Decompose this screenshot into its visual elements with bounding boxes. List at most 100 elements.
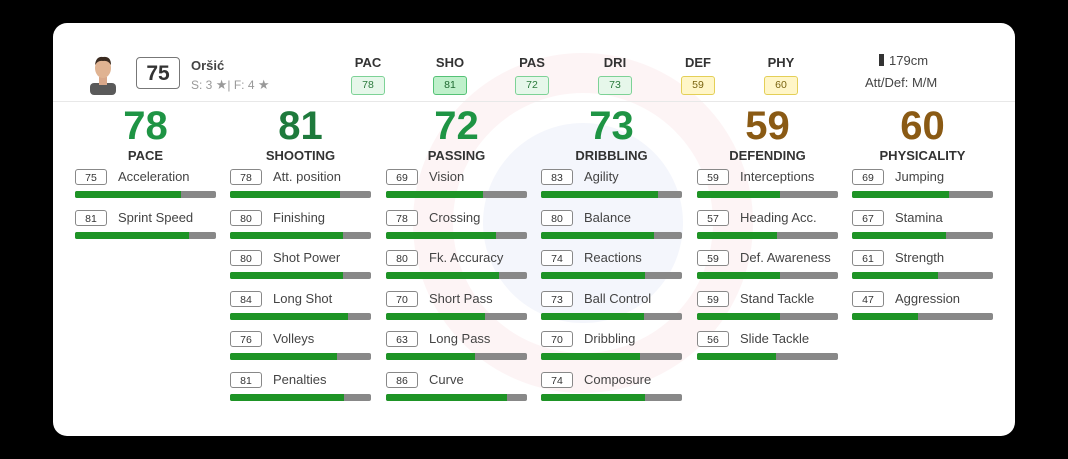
attribute-bar <box>852 272 993 279</box>
attribute-bar <box>386 312 527 320</box>
attribute-value: 80 <box>541 209 573 226</box>
attribute-bar <box>541 191 682 198</box>
attribute-bar-fill <box>75 231 190 239</box>
attribute-name: Stamina <box>895 209 943 225</box>
attribute-list: 69 Jumping 67 Stamina 61 Strength 47 Aggression <box>852 169 993 331</box>
attribute-value: 67 <box>852 209 884 226</box>
attribute-bar-fill <box>697 312 781 320</box>
overall-rating: 75 <box>136 57 180 89</box>
header-stat-phy: PHY 60 <box>751 55 811 95</box>
attribute-bar <box>386 272 527 279</box>
attribute-bar <box>75 231 216 239</box>
attribute-list: 78 Att. position 80 Finishing 80 Shot Power 84… <box>230 169 371 412</box>
category-title: DEFENDING <box>729 148 806 163</box>
attribute-bar-fill <box>386 393 508 401</box>
attribute-list: 69 Vision 78 Crossing 80 Fk. Accuracy 70 Short … <box>386 169 527 412</box>
player-avatar <box>90 56 116 95</box>
category-shooting: 81 SHOOTING 78 Att. position 80 Finishing 80 Sh… <box>230 103 371 412</box>
attribute-value: 80 <box>386 250 418 266</box>
attribute-row: 80 Shot Power <box>230 250 371 291</box>
attribute-name: Agility <box>584 169 619 184</box>
attribute-bar <box>852 231 993 239</box>
player-stats-card: 75 Oršić S: 3 ★| F: 4 ★ PAC 78 SHO 81 PAS 72 D… <box>53 23 1015 436</box>
header-stat-pas: PAS 72 <box>502 55 562 95</box>
attribute-bar-fill <box>541 191 659 198</box>
attribute-name: Jumping <box>895 169 945 184</box>
attribute-name: Dribbling <box>584 331 636 346</box>
attribute-row: 70 Dribbling <box>541 331 682 372</box>
player-height: 179cm <box>879 53 928 68</box>
attribute-bar <box>697 231 838 239</box>
work-rates: Att/Def: M/M <box>865 75 938 90</box>
attribute-name: Composure <box>584 371 652 387</box>
attribute-bar <box>541 312 682 320</box>
attribute-bar-fill <box>75 191 181 198</box>
category-passing: 72 PASSING 69 Vision 78 Crossing 80 Fk. Accurac… <box>386 103 527 412</box>
attribute-name: Balance <box>584 209 631 225</box>
attribute-row: 57 Heading Acc. <box>697 209 838 251</box>
attribute-bar <box>697 353 838 360</box>
attribute-value: 83 <box>541 169 573 185</box>
attribute-bar-fill <box>697 353 776 360</box>
attribute-value: 56 <box>697 331 729 347</box>
attribute-bar-fill <box>541 231 654 239</box>
attribute-name: Volleys <box>273 331 315 346</box>
attribute-row: 86 Curve <box>386 371 527 413</box>
attribute-row: 74 Reactions <box>541 250 682 291</box>
separator: | <box>227 78 231 92</box>
attribute-row: 69 Jumping <box>852 169 993 210</box>
category-title: DRIBBLING <box>575 148 648 163</box>
category-physicality: 60 PHYSICALITY 69 Jumping 67 Stamina 61 Strengt… <box>852 103 993 331</box>
attribute-name: Ball Control <box>584 290 652 306</box>
attribute-value: 78 <box>386 209 418 226</box>
attribute-bar <box>386 393 527 401</box>
category-rating: 72 <box>434 104 479 148</box>
attribute-name: Vision <box>429 169 465 184</box>
attribute-name: Interceptions <box>740 169 815 184</box>
attribute-bar-fill <box>230 312 349 320</box>
attribute-bar <box>852 312 993 320</box>
attribute-bar <box>697 191 838 198</box>
attribute-name: Curve <box>429 371 464 387</box>
attribute-row: 78 Att. position <box>230 169 371 210</box>
category-rating: 81 <box>278 104 323 148</box>
attribute-bar-fill <box>541 353 640 360</box>
attribute-name: Slide Tackle <box>740 331 810 346</box>
attribute-bar <box>541 393 682 401</box>
attribute-bar-fill <box>697 191 781 198</box>
attribute-name: Finishing <box>273 209 326 225</box>
attribute-row: 80 Fk. Accuracy <box>386 250 527 291</box>
header-stat-label: PAS <box>519 55 545 70</box>
attribute-value: 69 <box>852 169 884 185</box>
attribute-value: 74 <box>541 250 573 266</box>
header-stat-badge: 72 <box>515 76 549 95</box>
star-icon: ★ <box>257 77 270 92</box>
attribute-row: 73 Ball Control <box>541 290 682 332</box>
attribute-bar-fill <box>852 191 950 198</box>
attribute-value: 80 <box>230 250 262 266</box>
category-dribbling: 73 DRIBBLING 83 Agility 80 Balance 74 Reactions… <box>541 103 682 412</box>
attribute-row: 74 Composure <box>541 371 682 413</box>
attribute-bar <box>697 272 838 279</box>
attribute-value: 81 <box>75 209 107 226</box>
player-header: 75 Oršić S: 3 ★| F: 4 ★ PAC 78 SHO 81 PAS 72 D… <box>53 23 1015 102</box>
category-pace: 78 PACE 75 Acceleration 81 Sprint Speed <box>75 103 216 250</box>
attribute-name: Long Shot <box>273 290 333 306</box>
category-rating: 60 <box>900 104 945 148</box>
attribute-bar <box>386 231 527 239</box>
category-title: PACE <box>127 148 164 163</box>
attribute-bar <box>541 272 682 279</box>
attribute-row: 80 Finishing <box>230 209 371 251</box>
weak-foot-label: F: 4 <box>233 78 255 92</box>
attribute-value: 59 <box>697 169 729 185</box>
attribute-name: Sprint Speed <box>118 209 194 225</box>
attribute-value: 75 <box>75 169 107 185</box>
attribute-value: 59 <box>697 290 729 307</box>
attribute-name: Aggression <box>895 290 961 306</box>
attribute-name: Strength <box>895 250 945 265</box>
attribute-bar-fill <box>230 272 343 279</box>
attribute-name: Shot Power <box>273 250 341 265</box>
attribute-value: 86 <box>386 371 418 388</box>
attribute-row: 76 Volleys <box>230 331 371 372</box>
attribute-value: 74 <box>541 371 573 388</box>
